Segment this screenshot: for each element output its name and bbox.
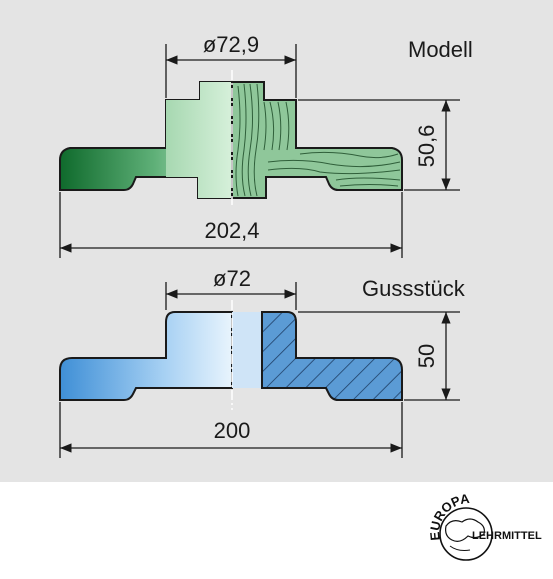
model-hub-left	[166, 82, 232, 198]
casting-width-label: 200	[214, 418, 251, 443]
casting-title: Gussstück	[362, 276, 466, 301]
europa-lehrmittel-logo: EUROPA LEHRMITTEL	[427, 491, 542, 561]
pattern-model	[59, 70, 403, 205]
casting-left-half	[59, 311, 233, 401]
casting-height-label: 50	[414, 344, 439, 368]
model-width-label: 202,4	[204, 218, 259, 243]
model-dimensions	[59, 44, 460, 258]
casting-section	[261, 311, 403, 401]
wood-grain	[235, 83, 401, 197]
casting	[59, 300, 403, 410]
logo-line2: LEHRMITTEL	[472, 530, 542, 542]
drawing-panel	[0, 0, 553, 482]
model-diameter-label: ø72,9	[203, 32, 259, 57]
casting-dimensions	[59, 282, 460, 458]
model-height-label: 50,6	[414, 125, 439, 168]
model-title: Modell	[408, 37, 473, 62]
casting-diameter-label: ø72	[213, 266, 251, 291]
casting-bore	[232, 312, 262, 388]
